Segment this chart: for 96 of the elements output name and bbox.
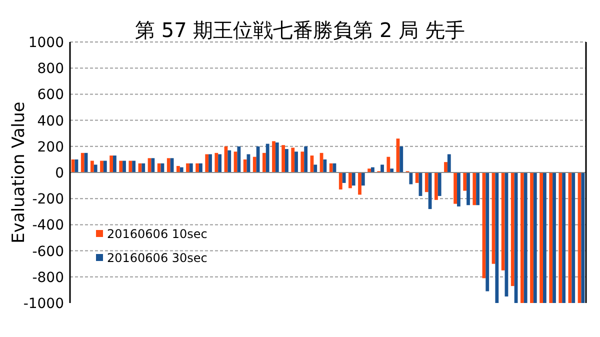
y-tick-label: 1000: [28, 35, 64, 51]
bar: [358, 172, 362, 195]
bar: [572, 172, 576, 303]
y-tick-label: -400: [32, 218, 64, 234]
bar: [533, 172, 537, 303]
bar: [282, 145, 285, 172]
bar: [71, 159, 75, 172]
bar: [142, 163, 146, 172]
bar: [176, 166, 180, 172]
bar: [228, 150, 232, 172]
bar: [214, 152, 218, 172]
bar: [549, 172, 553, 303]
bar: [304, 146, 308, 172]
bar: [80, 152, 84, 172]
bar: [434, 172, 438, 200]
bar: [338, 172, 342, 190]
bar: [243, 159, 247, 172]
bar: [157, 163, 161, 172]
bar: [457, 172, 460, 206]
bar: [495, 172, 499, 303]
bar: [329, 163, 333, 172]
bar: [368, 168, 371, 172]
bar: [94, 164, 98, 172]
y-axis-title: Evaluation Value: [9, 102, 29, 244]
bar: [291, 148, 295, 172]
bar: [113, 156, 116, 172]
bar: [272, 141, 276, 172]
bar: [262, 152, 266, 172]
bar: [447, 154, 451, 172]
bar: [103, 160, 107, 172]
bar: [132, 160, 136, 172]
bar: [552, 172, 556, 303]
bar: [186, 163, 190, 172]
bar: [237, 146, 241, 172]
bar: [122, 160, 126, 172]
y-tick-label: -800: [32, 270, 64, 286]
bar: [409, 172, 413, 184]
chart-title: 第 57 期王位戦七番勝負第 2 局 先手: [135, 18, 465, 42]
bar: [294, 152, 298, 172]
bar: [252, 156, 256, 172]
bar: [285, 149, 288, 172]
y-tick-label: -600: [32, 244, 64, 260]
bar: [119, 160, 123, 172]
y-tick-label: -200: [32, 192, 64, 208]
bar: [530, 172, 534, 303]
bar: [128, 160, 132, 172]
bar: [380, 164, 384, 172]
bar: [466, 172, 470, 206]
legend-label: 20160606 10sec: [107, 227, 208, 241]
bar: [562, 172, 566, 303]
bar: [275, 142, 279, 172]
bar: [189, 163, 193, 172]
y-tick-label: 800: [37, 61, 64, 78]
bar: [110, 156, 113, 172]
bar: [386, 156, 390, 172]
bar: [510, 172, 514, 286]
bar: [205, 154, 209, 172]
bar: [438, 172, 442, 196]
bar: [151, 158, 155, 172]
bar: [476, 172, 480, 206]
bar: [361, 172, 365, 186]
bar: [352, 172, 356, 186]
bar: [463, 172, 467, 191]
bar: [454, 172, 457, 204]
bar: [323, 159, 327, 172]
bar: [314, 164, 318, 172]
bar: [218, 154, 222, 172]
bar: [520, 172, 524, 303]
bar: [540, 172, 543, 303]
bar: [472, 172, 476, 206]
bar: [486, 172, 490, 292]
y-tick-label: 0: [55, 166, 64, 182]
y-tick-label: -1000: [23, 296, 64, 312]
bar: [524, 172, 528, 303]
bar: [444, 162, 448, 172]
bar: [166, 158, 170, 172]
bar: [300, 152, 304, 172]
bar: [100, 160, 104, 172]
y-tick-label: 400: [37, 113, 64, 130]
y-tick-label: 600: [37, 87, 64, 104]
bar: [424, 172, 428, 192]
bar: [415, 172, 419, 183]
bar: [199, 163, 202, 172]
bar: [390, 168, 394, 172]
bar: [196, 163, 199, 172]
y-tick-label: 200: [37, 139, 64, 156]
bar: [558, 172, 562, 303]
bar: [581, 172, 585, 303]
bar: [501, 172, 505, 270]
legend-label: 20160606 30sec: [107, 251, 208, 265]
bar: [348, 172, 352, 188]
bar: [266, 144, 270, 172]
bar: [400, 146, 404, 172]
bar: [208, 154, 212, 172]
bar: [90, 160, 94, 172]
bar: [543, 172, 546, 303]
